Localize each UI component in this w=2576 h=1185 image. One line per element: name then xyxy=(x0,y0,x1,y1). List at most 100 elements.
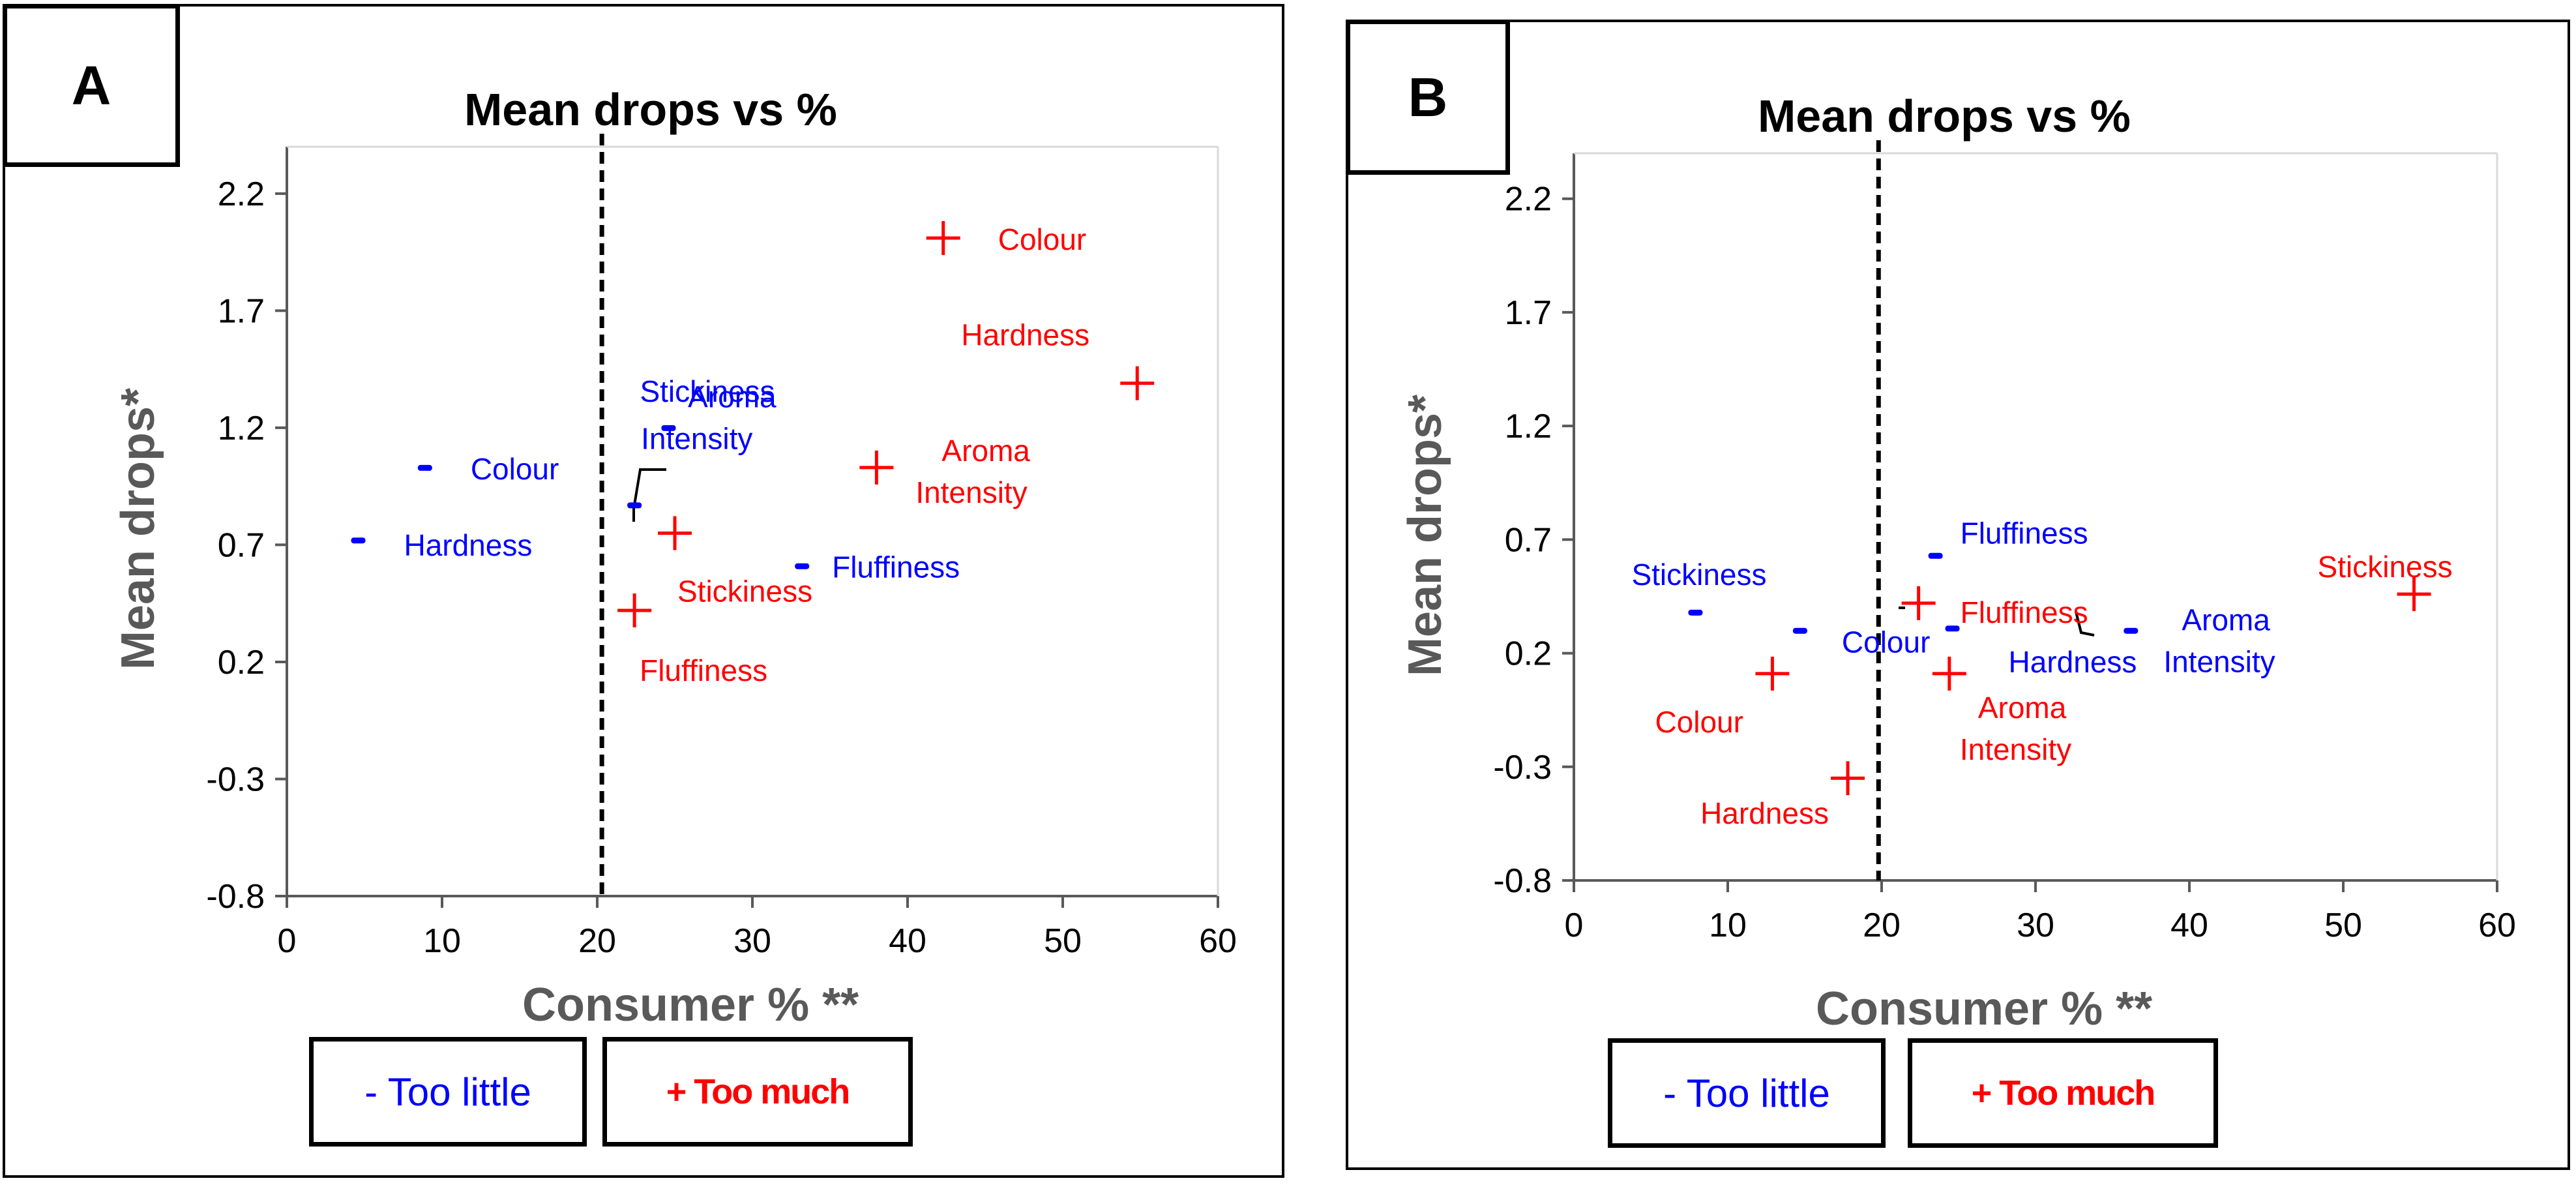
chart1-too-little-fluffiness-label-line: Fluffiness xyxy=(832,550,960,584)
chart1-too-much-fluffiness-label-line: Fluffiness xyxy=(640,653,767,687)
panel-b-scatter-plot: 0 10 20 30 40 50 60 2.2 1.7 1.2 0.7 0.2 -0.3 -0.8 Stic… xyxy=(1493,140,2516,944)
chart2-too-little-aroma-intensity-label: Aroma Intensity xyxy=(2163,603,2275,679)
chart1-x-tick-label: 10 xyxy=(423,922,461,960)
chart1-y-tick-label: 0.7 xyxy=(218,526,265,564)
chart1-too-little-aroma-intensity-label: Aroma Intensity xyxy=(641,380,777,455)
chart1-too-little-hardness-label-line: Hardness xyxy=(404,528,532,562)
chart1-too-much-hardness-marker xyxy=(1120,366,1155,400)
chart2-y-tick-label: 2.2 xyxy=(1505,181,1552,218)
chart2-x-tick-label: 60 xyxy=(2478,907,2516,944)
panel-b-x-axis-title: Consumer % ** xyxy=(1816,983,2153,1035)
chart2-too-much-colour-label: Colour xyxy=(1655,705,1743,739)
chart2-too-much-aroma-intensity-label-line: Aroma xyxy=(1978,691,2067,725)
chart1-too-little-hardness-marker xyxy=(351,537,366,544)
chart1-y-tick-label: 0.2 xyxy=(218,644,265,682)
chart1-too-much-stickiness-label-line: Stickiness xyxy=(677,574,812,608)
chart1-x-tick-label: 0 xyxy=(278,922,297,960)
chart2-too-little-aroma-intensity-label-line: Aroma xyxy=(2182,603,2270,637)
panel-b xyxy=(1346,20,2570,1170)
panel-a-title: Mean drops vs % xyxy=(464,84,837,135)
chart1-too-little-stickiness-label: Stickiness xyxy=(640,374,775,408)
chart2-too-much-stickiness-marker xyxy=(2397,577,2431,611)
chart1-too-little-fluffiness-marker xyxy=(795,563,810,569)
chart2-x-tick-label: 10 xyxy=(1709,907,1747,944)
chart2-too-much-hardness-label-line: Hardness xyxy=(1700,796,1829,830)
chart2-too-little-stickiness-label: Stickiness xyxy=(1631,558,1766,592)
chart2-too-much-stickiness-label: Stickiness xyxy=(2318,550,2453,584)
chart1-too-little-colour-marker xyxy=(417,464,432,471)
chart1-too-much-aroma-intensity-label-line: Aroma xyxy=(941,434,1030,468)
chart2-too-little-colour-marker xyxy=(1792,627,1807,634)
chart2-too-much-hardness-label: Hardness xyxy=(1700,796,1829,830)
chart1-too-little-aroma-intensity-label-line: Aroma xyxy=(688,380,777,413)
chart2-too-little-hardness-label: Hardness xyxy=(2009,645,2137,679)
chart1-too-little-fluffiness-label: Fluffiness xyxy=(832,550,960,584)
chart2-label-leader-line xyxy=(2075,611,2095,637)
chart1-too-little-stickiness-marker xyxy=(661,425,676,431)
chart1-too-much-colour-label-line: Colour xyxy=(998,222,1087,256)
chart2-too-little-stickiness-label-line: Stickiness xyxy=(1631,558,1766,592)
chart1-too-much-colour-label: Colour xyxy=(998,222,1087,256)
chart2-too-much-hardness-marker xyxy=(1831,761,1865,796)
chart2-y-tick-label: -0.3 xyxy=(1493,749,1552,787)
chart2-y-tick-label: 1.7 xyxy=(1505,294,1552,332)
chart2-too-much-aroma-intensity-label-line: Intensity xyxy=(1960,732,2071,766)
panel-a-scatter-plot: 0 10 20 30 40 50 60 2.2 1.7 1.2 0.7 0.2 -0.3 -0.8 Colo… xyxy=(206,134,1237,960)
panel-a-legend-too-much: + Too much xyxy=(602,1037,913,1147)
chart1-too-much-fluffiness-label: Fluffiness xyxy=(640,653,767,687)
chart2-x-tick-label: 40 xyxy=(2170,907,2208,944)
chart2-x-tick-label: 20 xyxy=(1863,907,1901,944)
chart2-too-little-aroma-intensity-marker xyxy=(2124,627,2139,634)
chart2-too-much-fluffiness-marker xyxy=(1901,586,1936,620)
chart1-too-little-stickiness-label-line: Stickiness xyxy=(640,374,775,408)
chart1-too-little-aroma-intensity-label-line: Intensity xyxy=(641,421,752,455)
chart1-too-much-stickiness-marker xyxy=(658,516,692,550)
chart1-too-much-aroma-intensity-label-line: Intensity xyxy=(915,475,1027,509)
chart1-x-tick-label: 60 xyxy=(1199,922,1237,960)
chart1-too-little-hardness-label: Hardness xyxy=(404,528,532,562)
panel-b-label: B xyxy=(1346,20,1510,175)
chart1-too-much-hardness-label: Hardness xyxy=(961,318,1089,352)
chart2-too-little-colour-label: Colour xyxy=(1842,625,1931,659)
chart1-x-tick-label: 30 xyxy=(733,922,771,960)
chart2-too-little-hardness-marker xyxy=(1945,625,1960,632)
chart2-too-little-hardness-label-line: Hardness xyxy=(2009,645,2137,679)
chart2-y-tick-label: 0.7 xyxy=(1505,521,1552,559)
chart2-y-tick-label: 0.2 xyxy=(1505,635,1552,673)
chart2-too-much-stickiness-label-line: Stickiness xyxy=(2318,550,2453,584)
chart1-y-tick-label: -0.3 xyxy=(206,760,265,798)
chart1-y-tick-label: 1.7 xyxy=(218,292,265,330)
chart1-y-tick-label: 2.2 xyxy=(218,175,265,213)
chart2-x-tick-label: 50 xyxy=(2324,907,2362,944)
chart1-too-little-colour-label: Colour xyxy=(471,452,559,486)
panel-a xyxy=(3,4,1284,1178)
chart2-too-much-aroma-intensity-marker xyxy=(1932,656,1966,691)
chart2-too-little-colour-label-line: Colour xyxy=(1842,625,1931,659)
chart1-too-much-aroma-intensity-label: Aroma Intensity xyxy=(915,434,1030,509)
chart1-too-much-stickiness-label: Stickiness xyxy=(677,574,812,608)
chart1-y-tick-label: 1.2 xyxy=(218,410,265,447)
chart2-too-much-fluffiness-label: Fluffiness xyxy=(1961,595,2088,629)
chart2-too-much-aroma-intensity-label: Aroma Intensity xyxy=(1960,691,2071,766)
chart2-too-little-aroma-intensity-label-line: Intensity xyxy=(2163,645,2275,679)
chart2-too-much-colour-marker xyxy=(1755,656,1790,691)
chart2-too-much-fluffiness-label-line: Fluffiness xyxy=(1961,595,2088,629)
chart2-too-much-colour-label-line: Colour xyxy=(1655,705,1743,739)
chart1-too-much-aroma-intensity-marker xyxy=(859,450,894,485)
chart1-y-tick-label: -0.8 xyxy=(206,878,265,916)
chart1-x-tick-label: 40 xyxy=(889,922,926,960)
panel-b-legend-too-much: + Too much xyxy=(1908,1038,2218,1148)
panel-a-x-axis-title: Consumer % ** xyxy=(522,979,859,1031)
chart2-too-little-fluffiness-label-line: Fluffiness xyxy=(1961,517,2088,550)
chart1-label-leader-line xyxy=(632,468,666,522)
panel-b-legend-too-little: - Too little xyxy=(1608,1038,1886,1148)
chart1-too-much-fluffiness-marker xyxy=(617,593,652,627)
chart2-y-tick-label: -0.8 xyxy=(1493,862,1552,900)
chart1-too-much-hardness-label-line: Hardness xyxy=(961,318,1089,352)
chart2-too-little-fluffiness-marker xyxy=(1928,552,1943,559)
chart2-too-little-fluffiness-label: Fluffiness xyxy=(1961,517,2088,550)
chart2-y-tick-label: 1.2 xyxy=(1505,408,1552,445)
chart2-x-tick-label: 0 xyxy=(1565,907,1584,944)
panel-a-label: A xyxy=(3,4,180,167)
panel-b-title: Mean drops vs % xyxy=(1758,91,2131,142)
